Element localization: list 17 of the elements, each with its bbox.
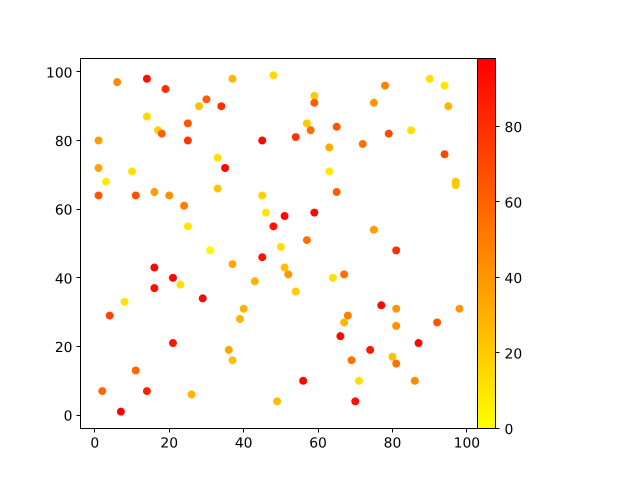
y-tick-label: 100 bbox=[46, 65, 73, 82]
x-tick-label: 40 bbox=[234, 436, 253, 452]
color-bar-label: 20 bbox=[504, 346, 522, 362]
x-tick-label: 20 bbox=[160, 436, 178, 452]
color-bar-label: 0 bbox=[504, 422, 514, 438]
color-bar-label: 80 bbox=[504, 120, 522, 136]
x-tick-label: 60 bbox=[309, 436, 327, 452]
y-tick-label: 0 bbox=[64, 408, 73, 425]
x-tick-label: 0 bbox=[90, 436, 100, 452]
color-bar-label: 60 bbox=[504, 195, 522, 212]
y-tick-label: 60 bbox=[54, 202, 73, 219]
x-tick-label: 80 bbox=[384, 436, 402, 452]
y-tick-label: 80 bbox=[54, 134, 73, 150]
y-tick-label: 40 bbox=[54, 271, 73, 288]
color-bar-label: 40 bbox=[504, 270, 522, 287]
y-tick-label: 20 bbox=[54, 340, 73, 356]
x-tick-label: 100 bbox=[454, 436, 480, 452]
